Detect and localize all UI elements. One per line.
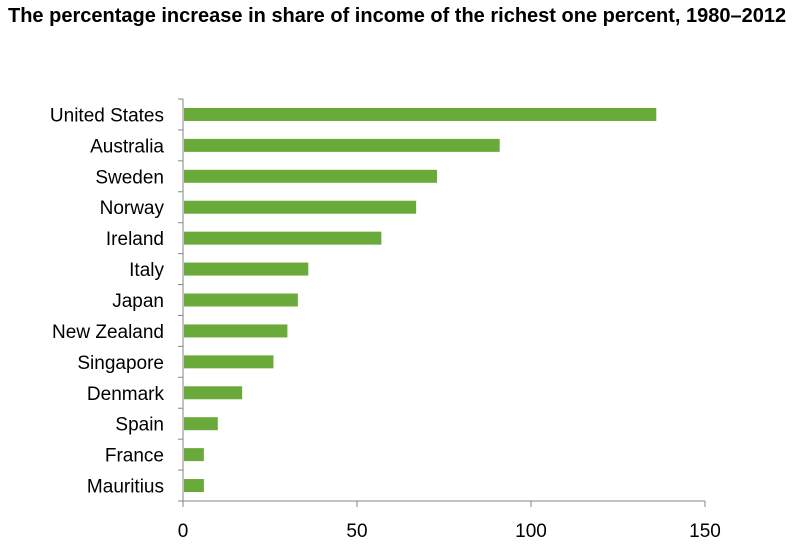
x-tick-label-0: 0 (178, 521, 189, 542)
category-label-japan: Japan (112, 291, 164, 312)
bars-group (184, 107, 657, 493)
category-label-spain: Spain (115, 415, 164, 436)
category-label-mauritius: Mauritius (87, 477, 164, 498)
category-label-norway: Norway (100, 198, 165, 219)
x-tick-labels-group: 0 50 100 150 (178, 521, 721, 542)
bar-mauritius (184, 479, 204, 493)
category-label-ireland: Ireland (106, 229, 164, 250)
category-label-united-states: United States (50, 105, 164, 126)
bar-australia (184, 138, 500, 152)
bar-norway (184, 200, 417, 214)
category-labels-group: United States Australia Sweden Norway Irelan… (50, 105, 165, 497)
bar-new-zealand (184, 324, 288, 338)
bar-spain (184, 417, 218, 431)
bar-sweden (184, 169, 438, 183)
bar-denmark (184, 386, 243, 400)
category-label-singapore: Singapore (77, 353, 164, 374)
bar-singapore (184, 355, 274, 369)
category-label-italy: Italy (129, 260, 164, 281)
axis-ticks-group (178, 98, 706, 507)
category-label-france: France (105, 446, 164, 467)
bar-united-states (184, 107, 657, 121)
category-label-australia: Australia (90, 136, 164, 157)
x-tick-label-100: 100 (515, 521, 547, 542)
x-tick-label-150: 150 (689, 521, 721, 542)
bar-italy (184, 262, 309, 276)
x-tick-label-50: 50 (346, 521, 367, 542)
bar-japan (184, 293, 298, 307)
chart-title: The percentage increase in share of inco… (8, 5, 787, 27)
category-label-new-zealand: New Zealand (52, 322, 164, 343)
category-label-sweden: Sweden (95, 167, 164, 188)
bar-france (184, 448, 204, 462)
bar-ireland (184, 231, 382, 245)
category-label-denmark: Denmark (87, 384, 165, 405)
